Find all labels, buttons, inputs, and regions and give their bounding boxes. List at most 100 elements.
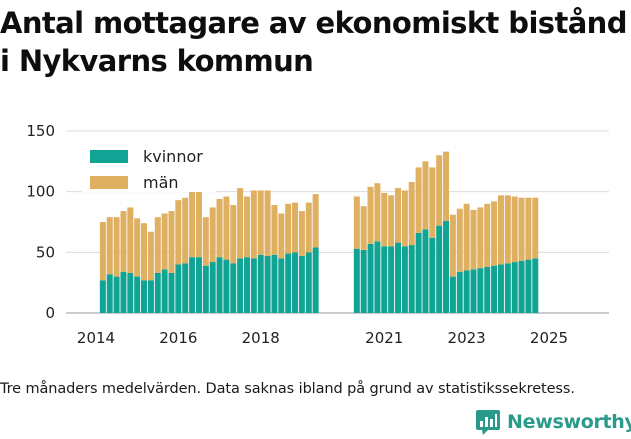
- bar-man-2024-07: [525, 197, 532, 260]
- bar-kvinnor-2018-05: [271, 254, 278, 313]
- bar-man-2019-03: [305, 202, 312, 253]
- bar-kvinnor-2014-09: [120, 271, 127, 313]
- bar-man-2020-05: [353, 196, 360, 249]
- bar-man-2019-01: [298, 211, 305, 256]
- bar-kvinnor-2015-07: [154, 272, 161, 313]
- bar-man-2022-05: [436, 155, 443, 226]
- bar-kvinnor-2024-07: [525, 259, 532, 313]
- bar-man-2018-09: [285, 203, 292, 254]
- brand-name: Newsworthy: [507, 411, 631, 433]
- x-tick-label-2025: 2025: [530, 329, 568, 347]
- bar-kvinnor-2021-09: [408, 245, 415, 313]
- bar-kvinnor-2014-07: [113, 276, 120, 313]
- bar-kvinnor-2016-01: [175, 264, 182, 313]
- bar-kvinnor-2018-09: [285, 253, 292, 313]
- x-tick-label-2016: 2016: [159, 329, 197, 347]
- bar-man-2016-03: [182, 197, 189, 264]
- bar-man-2022-07: [443, 151, 450, 221]
- bar-kvinnor-2014-05: [106, 274, 113, 313]
- legend-label-man: män: [143, 173, 179, 192]
- bar-kvinnor-2017-01: [216, 257, 223, 313]
- bar-kvinnor-2017-07: [237, 258, 244, 313]
- bar-man-2020-07: [360, 206, 367, 250]
- y-tick-label-100: 100: [26, 183, 55, 201]
- bar-man-2018-01: [257, 190, 264, 255]
- bar-kvinnor-2017-09: [244, 257, 250, 313]
- bar-man-2016-07: [195, 185, 202, 258]
- bar-kvinnor-2014-03: [99, 280, 106, 313]
- bar-kvinnor-2020-11: [374, 241, 381, 313]
- legend-swatch-kvinnor: [90, 150, 128, 163]
- bar-man-2014-09: [120, 211, 127, 272]
- bar-kvinnor-2022-09: [449, 276, 456, 313]
- bar-kvinnor-2022-03: [429, 237, 436, 313]
- bar-kvinnor-2015-01: [134, 276, 141, 313]
- bar-kvinnor-2016-11: [209, 262, 216, 313]
- bar-man-2015-07: [154, 217, 161, 273]
- x-tick-label-2018: 2018: [242, 329, 280, 347]
- bar-man-2021-05: [395, 188, 401, 243]
- stacked-bar-chart: 0 50 100 150 2014 2016 2018 2021 2023 2025 kvinnor…: [26, 122, 609, 347]
- bar-kvinnor-2015-03: [141, 280, 148, 313]
- bar-kvinnor-2021-03: [388, 246, 395, 313]
- bar-kvinnor-2015-09: [161, 269, 168, 313]
- bar-man-2017-05: [230, 205, 237, 264]
- bar-kvinnor-2016-03: [182, 263, 189, 313]
- bar-kvinnor-2020-05: [353, 248, 360, 313]
- bar-man-2016-09: [202, 217, 209, 266]
- bar-kvinnor-2022-11: [456, 271, 463, 313]
- bar-kvinnor-2016-09: [202, 265, 209, 313]
- bar-man-2017-03: [223, 196, 230, 260]
- bar-kvinnor-2024-09: [532, 258, 539, 313]
- bar-man-2018-11: [292, 202, 299, 253]
- bar-kvinnor-2019-01: [298, 255, 305, 313]
- bar-man-2023-09: [491, 201, 498, 266]
- bar-kvinnor-2018-03: [264, 255, 271, 313]
- bar-man-2017-07: [237, 188, 244, 259]
- bar-kvinnor-2018-01: [257, 254, 264, 313]
- bar-kvinnor-2018-11: [292, 252, 299, 313]
- bar-man-2023-01: [463, 203, 470, 271]
- bar-kvinnor-2016-07: [195, 257, 202, 313]
- bar-man-2024-09: [532, 197, 539, 259]
- bar-kvinnor-2017-03: [223, 259, 230, 313]
- bar-man-2017-11: [250, 190, 257, 259]
- bar-kvinnor-2023-05: [477, 268, 484, 313]
- bar-man-2020-09: [367, 186, 374, 244]
- bar-man-2015-09: [161, 213, 168, 270]
- bar-man-2021-03: [388, 195, 395, 247]
- bar-man-2018-07: [278, 213, 285, 259]
- bar-man-2021-09: [408, 181, 415, 246]
- legend-swatch-man: [90, 176, 128, 189]
- newsworthy-logo-icon: [476, 410, 500, 435]
- bar-kvinnor-2022-01: [422, 229, 429, 313]
- chart-caption: Tre månaders medelvärden. Data saknas ib…: [0, 381, 575, 397]
- bar-man-2016-01: [175, 200, 182, 265]
- newsworthy-brand[interactable]: Newsworthy: [475, 406, 631, 438]
- y-tick-label-150: 150: [26, 122, 55, 140]
- bar-man-2015-11: [168, 211, 175, 273]
- chart-title-line-1: Antal mottagare av ekonomiskt bistånd: [0, 6, 627, 40]
- bar-man-2018-03: [264, 190, 271, 256]
- bar-man-2022-01: [422, 161, 429, 230]
- bar-kvinnor-2024-03: [511, 262, 518, 313]
- bar-kvinnor-2023-07: [484, 266, 491, 313]
- y-tick-label-0: 0: [45, 304, 55, 322]
- bar-kvinnor-2021-05: [395, 242, 401, 313]
- chart-title: Antal mottagare av ekonomiskt bistånd i …: [0, 4, 631, 80]
- bar-man-2015-03: [141, 223, 148, 281]
- bar-kvinnor-2024-01: [504, 263, 511, 313]
- bar-kvinnor-2021-01: [381, 246, 388, 313]
- bar-man-2019-05: [312, 194, 319, 248]
- bar-man-2024-03: [511, 196, 518, 263]
- bar-man-2014-05: [106, 217, 113, 275]
- bar-man-2023-11: [497, 195, 504, 265]
- x-tick-label-2014: 2014: [77, 329, 115, 347]
- bar-kvinnor-2022-07: [443, 220, 450, 313]
- bar-man-2024-01: [504, 195, 511, 264]
- bar-man-2021-01: [381, 192, 388, 247]
- bar-kvinnor-2014-11: [127, 272, 134, 313]
- bar-kvinnor-2015-05: [147, 280, 154, 313]
- bar-man-2016-05: [189, 190, 196, 258]
- bar-man-2015-05: [147, 231, 154, 281]
